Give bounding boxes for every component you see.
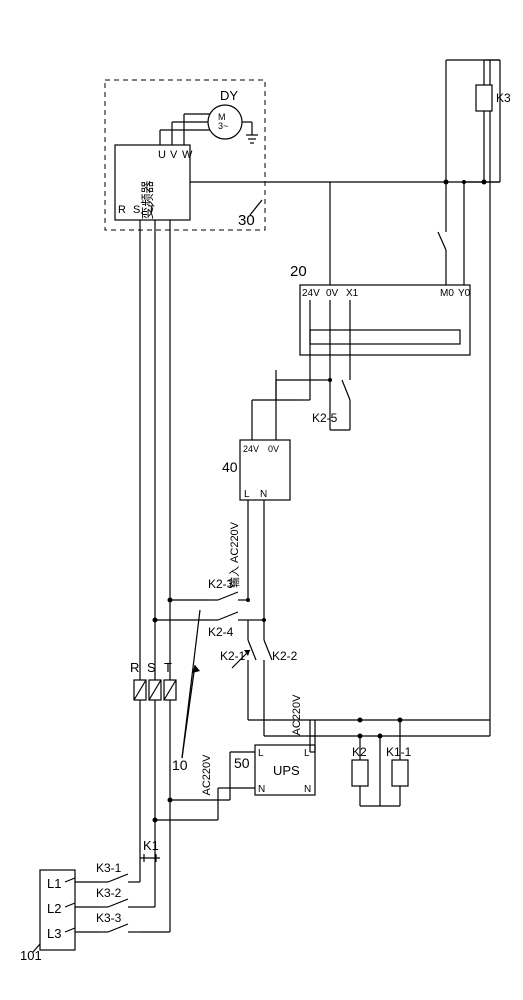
svg-text:24V: 24V	[302, 288, 320, 299]
svg-text:T: T	[148, 204, 155, 216]
svg-text:N: N	[260, 489, 267, 500]
svg-text:V: V	[170, 149, 178, 161]
ref-40: 40	[222, 459, 238, 475]
phase-L3: L3	[47, 926, 61, 941]
svg-text:K1: K1	[143, 838, 159, 853]
svg-text:R: R	[118, 204, 126, 216]
svg-text:T: T	[164, 660, 172, 675]
svg-text:K2-5: K2-5	[312, 411, 338, 425]
ref-101: 101	[20, 948, 42, 963]
coil-K3-top: K3	[476, 60, 511, 182]
svg-text:K2-1: K2-1	[220, 649, 246, 663]
breaker-K1: K1	[140, 838, 160, 862]
svg-text:S: S	[133, 204, 140, 216]
contact-K2-4: K2-4	[208, 612, 248, 639]
fuse-R: R	[130, 660, 146, 700]
svg-text:K3-2: K3-2	[96, 886, 122, 900]
svg-text:L: L	[258, 748, 264, 759]
coil-K1-1: K1-1	[380, 718, 412, 807]
svg-text:24V: 24V	[243, 444, 259, 454]
svg-text:W: W	[182, 149, 193, 161]
psu-input-label: 输入 AC220V	[227, 521, 241, 588]
ref-10: 10	[172, 757, 188, 773]
svg-text:0V: 0V	[268, 444, 279, 454]
svg-text:U: U	[158, 149, 166, 161]
contact-K3-2: K3-2	[96, 886, 140, 907]
svg-text:N: N	[258, 784, 265, 795]
ups-label: UPS	[273, 763, 300, 778]
ac220v-right: AC220V	[291, 694, 303, 736]
contact-K3-3: K3-3	[96, 911, 140, 932]
contact-K2-1: K2-1	[220, 640, 256, 680]
svg-text:L: L	[304, 748, 310, 759]
svg-text:R: R	[130, 660, 139, 675]
schematic-canvas: 101 L1 L2 L3 K3-1 K3-2 K3-3 K1	[0, 0, 523, 1000]
svg-text:X1: X1	[346, 288, 359, 299]
coil-K2: K2	[352, 736, 380, 806]
ref-20: 20	[290, 263, 307, 280]
svg-text:K3-3: K3-3	[96, 911, 122, 925]
contact-K3-1: K3-1	[96, 861, 140, 882]
contact-K2-2: K2-2	[264, 640, 298, 680]
svg-text:K2: K2	[352, 745, 367, 759]
plc-m0-contact	[438, 182, 446, 250]
fuse-S: S	[147, 660, 161, 700]
svg-text:3~: 3~	[218, 121, 228, 131]
svg-text:K2-2: K2-2	[272, 649, 298, 663]
svg-text:K1-1: K1-1	[386, 745, 412, 759]
contact-K2-3: K2-3	[208, 577, 248, 600]
svg-text:0V: 0V	[326, 288, 339, 299]
phase-L1: L1	[47, 876, 61, 891]
svg-text:L: L	[244, 489, 250, 500]
svg-text:K3: K3	[496, 91, 511, 105]
svg-text:K2-4: K2-4	[208, 625, 234, 639]
ref-50: 50	[234, 755, 250, 771]
ac220v-left: AC220V	[201, 754, 213, 796]
phase-L2: L2	[47, 901, 61, 916]
svg-text:Y0: Y0	[458, 288, 471, 299]
svg-text:N: N	[304, 784, 311, 795]
motor-label: DY	[220, 88, 238, 103]
svg-text:M0: M0	[440, 288, 454, 299]
ref-30: 30	[238, 212, 255, 229]
svg-text:K3-1: K3-1	[96, 861, 122, 875]
